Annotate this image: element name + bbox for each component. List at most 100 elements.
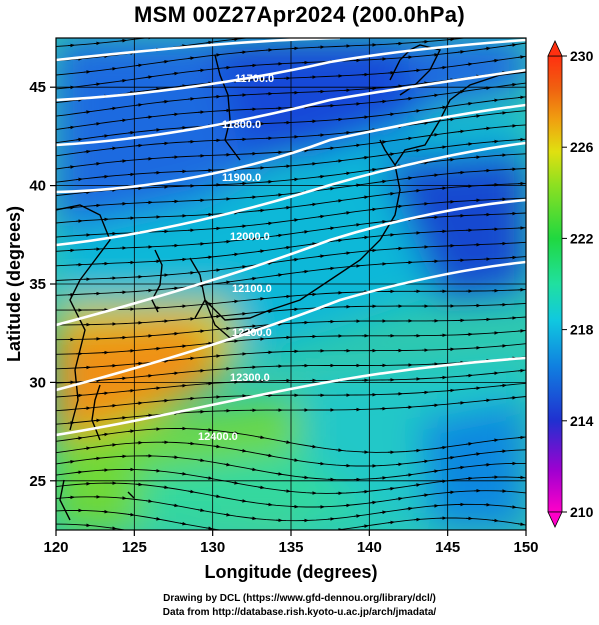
wind-arrow <box>473 114 481 118</box>
streamline <box>56 496 526 522</box>
wind-arrow <box>343 503 351 508</box>
wind-arrow <box>239 224 247 228</box>
wind-arrow <box>413 517 421 522</box>
wind-arrow <box>317 133 325 137</box>
wind-arrow <box>291 458 299 462</box>
wind-arrow <box>153 386 161 390</box>
wind-arrow <box>335 199 343 203</box>
wind-arrow <box>161 59 169 64</box>
wind-arrow <box>301 475 309 480</box>
wind-arrow <box>517 522 525 526</box>
wind-arrow <box>421 202 429 206</box>
contour-label: 12100.0 <box>232 283 272 295</box>
y-tick-label: 30 <box>29 374 46 391</box>
streamline <box>56 369 526 398</box>
streamline <box>56 124 526 170</box>
wind-arrow <box>369 248 377 253</box>
wind-arrow <box>447 157 455 162</box>
x-axis-label: Longitude (degrees) <box>204 562 377 582</box>
wind-arrow <box>171 503 179 508</box>
wind-arrow <box>119 376 127 381</box>
streamline <box>56 469 526 494</box>
wind-arrow <box>223 512 231 517</box>
wind-arrow <box>93 418 101 423</box>
wind-arrow <box>145 115 153 119</box>
wind-arrow <box>83 110 91 114</box>
wind-arrow <box>239 50 247 55</box>
contour-label: 12300.0 <box>230 372 270 384</box>
wind-arrow <box>119 78 127 83</box>
wind-arrow <box>275 193 283 197</box>
wind-arrow <box>109 403 117 408</box>
wind-arrow <box>465 101 473 106</box>
wind-arrow <box>197 68 205 73</box>
contour-label: 11900.0 <box>222 172 261 184</box>
contour-label: 11700.0 <box>235 73 274 85</box>
wind-arrow <box>379 476 387 480</box>
wind-arrow <box>265 180 273 184</box>
wind-arrow <box>231 481 239 485</box>
streamline <box>56 96 526 144</box>
wind-arrow <box>361 155 369 160</box>
colorbar-ticks: 210 214 218 222 226 230 <box>562 48 594 520</box>
wind-arrow <box>179 257 187 262</box>
wind-arrow <box>353 264 361 268</box>
wind-arrow <box>249 467 257 472</box>
wind-arrow <box>301 230 309 234</box>
wind-arrow <box>387 233 395 237</box>
streamline <box>56 182 526 224</box>
wind-arrow <box>317 461 325 466</box>
wind-arrow <box>491 98 499 103</box>
colorbar-tick-label: 222 <box>570 230 594 246</box>
wind-arrow <box>260 38 265 39</box>
y-axis-label: Latitude (degrees) <box>4 206 24 362</box>
x-tick-label: 135 <box>278 539 303 556</box>
contour-label: 12400.0 <box>198 431 238 443</box>
wind-arrow <box>509 505 517 509</box>
wind-arrow <box>431 504 439 508</box>
streamline <box>56 256 526 296</box>
wind-arrow <box>223 65 231 70</box>
wind-arrow <box>83 70 91 74</box>
wind-arrow <box>405 136 413 141</box>
wind-arrow <box>179 521 187 526</box>
wind-arrow <box>447 388 455 393</box>
wind-arrow <box>413 188 421 193</box>
wind-arrow <box>179 44 187 48</box>
colorbar-max-arrow <box>547 40 563 57</box>
wind-arrow <box>431 173 439 177</box>
wind-arrow <box>224 26 230 27</box>
contour-label: 11800.0 <box>222 119 261 131</box>
wind-arrow <box>395 497 403 501</box>
wind-arrow <box>213 268 221 272</box>
wind-arrow <box>457 170 465 175</box>
wind-arrow <box>343 251 351 255</box>
wind-arrow <box>291 257 299 262</box>
colorbar-tick-label: 218 <box>570 322 594 338</box>
wind-arrow <box>473 452 481 456</box>
wind-arrow <box>465 142 473 146</box>
x-tick-label: 150 <box>513 539 538 556</box>
wind-arrow <box>145 334 153 338</box>
wind-arrow <box>231 431 239 435</box>
wind-arrow <box>257 297 265 301</box>
wind-arrow <box>67 85 75 90</box>
wind-arrow <box>187 441 195 446</box>
y-tick-label: 45 <box>29 79 46 96</box>
wind-arrow <box>327 226 335 231</box>
wind-arrow <box>327 146 335 151</box>
wind-arrow <box>465 373 473 378</box>
wind-arrow <box>197 508 205 512</box>
y-tick-label: 35 <box>29 276 46 293</box>
wind-arrow <box>327 266 335 271</box>
wind-arrow <box>327 186 335 191</box>
wind-arrow <box>250 23 256 24</box>
y-tick-label: 25 <box>29 473 46 490</box>
wind-arrow <box>145 374 153 378</box>
x-tick-label: 145 <box>435 539 460 556</box>
wind-arrow <box>249 195 257 199</box>
wind-arrow <box>153 128 161 132</box>
wind-arrow <box>179 344 187 348</box>
wind-arrow <box>93 122 101 126</box>
wind-arrow <box>431 403 439 408</box>
